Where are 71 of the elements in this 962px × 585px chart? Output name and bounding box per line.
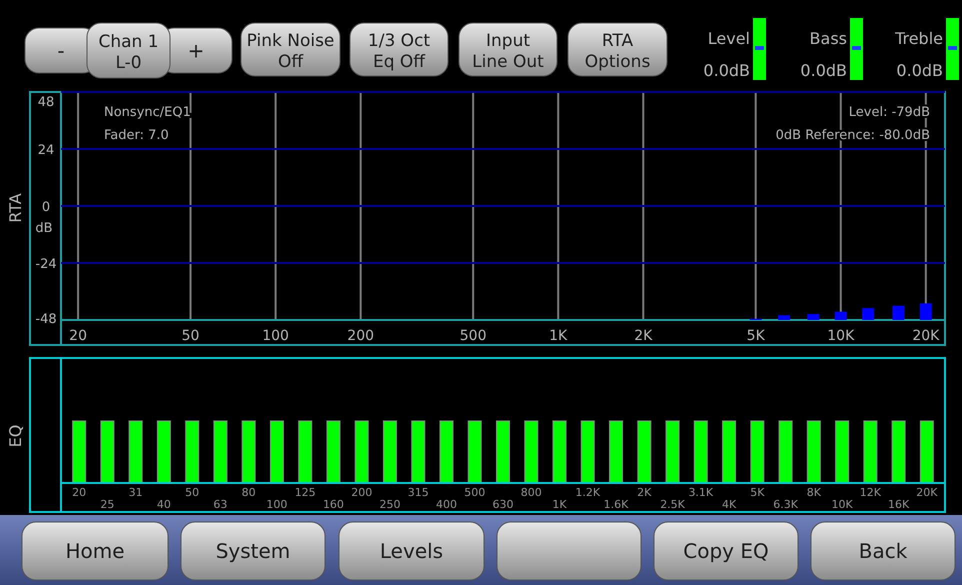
- x-tick-label: 16K: [888, 498, 910, 511]
- x-tick-label: 1.6K: [604, 498, 630, 511]
- x-tick-label: 125: [294, 486, 316, 499]
- text: +: [188, 38, 204, 62]
- text: -: [57, 38, 65, 62]
- x-tick-label: 500: [460, 328, 486, 344]
- text: Home: [65, 539, 125, 563]
- x-tick-label: 6.3K: [773, 498, 799, 511]
- x-tick-label: 2.5K: [660, 498, 686, 511]
- x-tick-label: 100: [262, 328, 289, 344]
- x-tick-label: 12K: [860, 486, 882, 499]
- text: System: [216, 539, 290, 563]
- bar: [834, 312, 847, 320]
- x-tick-label: 2K: [634, 328, 654, 344]
- y-axis-title: EQ: [6, 424, 25, 448]
- x-tick-label: 25: [100, 498, 114, 511]
- x-tick-label: 50: [182, 328, 200, 344]
- x-tick-label: 10K: [831, 498, 854, 511]
- x-tick-label: 20K: [912, 328, 940, 344]
- x-tick-label: 31: [128, 486, 143, 499]
- x-tick-label: 10K: [827, 328, 856, 344]
- text: Treble 0.0dB: [894, 29, 943, 80]
- x-tick-label: 630: [492, 498, 514, 511]
- bar: [920, 303, 932, 320]
- y-axis-title: RTA: [6, 193, 25, 223]
- text: Bass 0.0dB: [800, 29, 847, 80]
- x-tick-label: 1.2K: [575, 486, 601, 499]
- x-tick-label: 20K: [916, 486, 938, 499]
- text: Input Line Out: [472, 31, 544, 72]
- x-tick-label: 315: [408, 486, 429, 499]
- text: Copy EQ: [683, 539, 769, 563]
- annotation: Fader: 7.0: [104, 128, 169, 143]
- text: Levels: [380, 539, 444, 563]
- x-tick-label: 20: [69, 328, 88, 344]
- y-tick-label: -24: [35, 257, 57, 272]
- x-tick-label: 200: [347, 328, 374, 344]
- y-tick-label: 24: [38, 143, 54, 158]
- x-tick-label: 20: [72, 486, 86, 499]
- x-tick-label: 160: [322, 498, 344, 511]
- text: dB: [35, 221, 53, 236]
- x-tick-label: 80: [242, 486, 256, 499]
- bar: [807, 314, 820, 320]
- x-tick-label: 1K: [552, 498, 568, 511]
- x-tick-label: 50: [185, 486, 200, 499]
- bar: [778, 315, 790, 320]
- y-tick-label: -48: [35, 312, 57, 327]
- bar: [892, 306, 904, 320]
- x-tick-label: 500: [464, 486, 486, 499]
- x-tick-label: 100: [266, 498, 288, 511]
- text: Back: [858, 539, 908, 563]
- x-tick-label: 2K: [637, 486, 652, 499]
- x-tick-label: 4K: [722, 498, 737, 511]
- x-tick-label: 3.1K: [688, 486, 714, 499]
- x-tick-label: 200: [351, 486, 372, 499]
- x-tick-label: 1K: [549, 328, 568, 344]
- x-tick-label: 5K: [750, 486, 766, 499]
- x-tick-label: 8K: [806, 486, 822, 499]
- y-tick-label: 48: [38, 95, 54, 110]
- x-tick-label: 5K: [746, 328, 766, 344]
- text: Pink Noise Off: [246, 31, 334, 72]
- x-tick-label: 250: [379, 498, 400, 511]
- x-tick-label: 400: [436, 498, 457, 511]
- x-tick-label: 800: [520, 486, 542, 499]
- bar: [862, 308, 874, 320]
- x-tick-label: 40: [156, 498, 171, 511]
- text: Chan 1 L-0: [98, 32, 159, 73]
- text: RTA Options: [584, 31, 650, 72]
- x-tick-label: 63: [213, 498, 228, 511]
- text: Level 0.0dB: [703, 29, 750, 80]
- y-tick-label: 0: [42, 200, 50, 215]
- text: 1/3 Oct Eq Off: [368, 31, 430, 72]
